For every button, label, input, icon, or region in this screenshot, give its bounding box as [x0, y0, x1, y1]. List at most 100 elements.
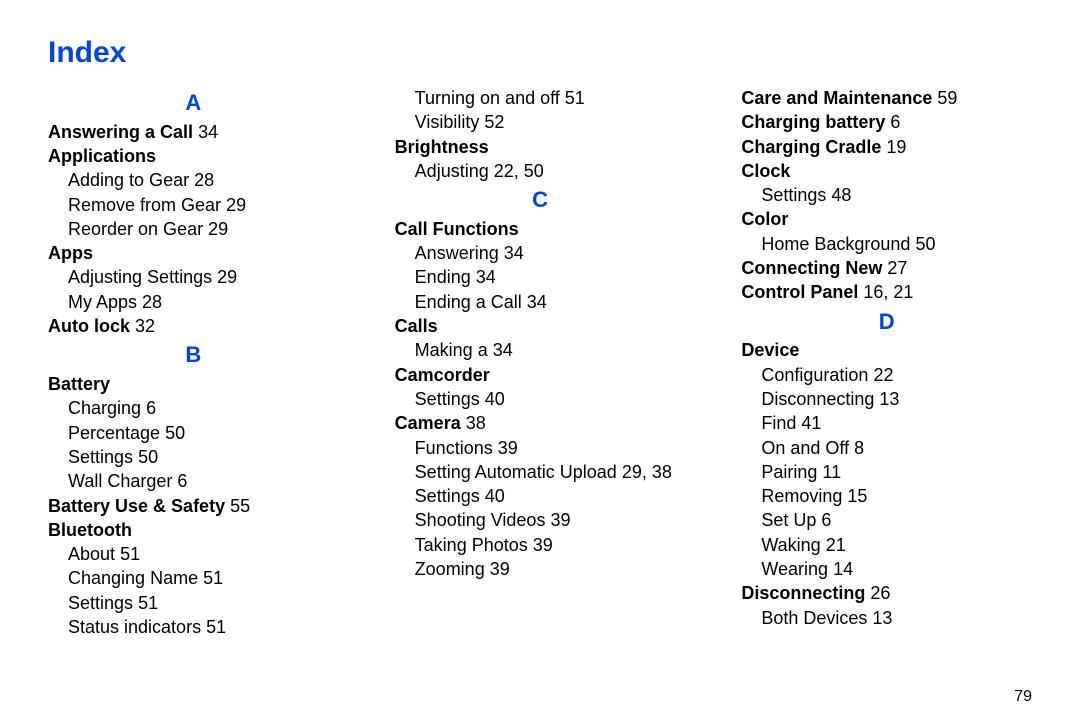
entry-battery-use-safety: Battery Use & Safety 55	[48, 494, 339, 518]
section-letter-b: B	[48, 340, 339, 370]
subentry-page: 28	[194, 170, 214, 190]
subentry-label: Both Devices	[761, 608, 867, 628]
entry-page: 19	[886, 137, 906, 157]
subentry-bluetooth-about: About 51	[48, 542, 339, 566]
subentry-applications-reorder: Reorder on Gear 29	[48, 217, 339, 241]
entry-page: 38	[466, 413, 486, 433]
subentry-page: 6	[177, 471, 187, 491]
subentry-camera-photos: Taking Photos 39	[395, 533, 686, 557]
subentry-label: Percentage	[68, 423, 160, 443]
subentry-callfunc-answering: Answering 34	[395, 241, 686, 265]
subentry-battery-settings: Settings 50	[48, 445, 339, 469]
subentry-label: Charging	[68, 398, 141, 418]
entry-page: 6	[890, 112, 900, 132]
subentry-label: Adding to Gear	[68, 170, 189, 190]
subentry-page: 8	[854, 438, 864, 458]
subentry-label: Settings	[415, 486, 480, 506]
subentry-page: 6	[146, 398, 156, 418]
subentry-label: Reorder on Gear	[68, 219, 203, 239]
subentry-label: Settings	[68, 447, 133, 467]
entry-page: 59	[937, 88, 957, 108]
subentry-device-setup: Set Up 6	[741, 508, 1032, 532]
subentry-applications-adding: Adding to Gear 28	[48, 168, 339, 192]
subentry-page: 50	[138, 447, 158, 467]
subentry-label: Shooting Videos	[415, 510, 546, 530]
subentry-page: 14	[833, 559, 853, 579]
subentry-page: 29	[226, 195, 246, 215]
subentry-label: Waking	[761, 535, 820, 555]
entry-page: 55	[230, 496, 250, 516]
subentry-label: Functions	[415, 438, 493, 458]
subentry-label: Ending a Call	[415, 292, 522, 312]
subentry-disconnecting-both: Both Devices 13	[741, 606, 1032, 630]
entry-applications: Applications	[48, 144, 339, 168]
subentry-page: 51	[138, 593, 158, 613]
subentry-page: 39	[533, 535, 553, 555]
subentry-page: 51	[203, 568, 223, 588]
subentry-page: 34	[504, 243, 524, 263]
subentry-callfunc-ending: Ending 34	[395, 265, 686, 289]
entry-care-maintenance: Care and Maintenance 59	[741, 86, 1032, 110]
subentry-label: Changing Name	[68, 568, 198, 588]
subentry-camera-videos: Shooting Videos 39	[395, 508, 686, 532]
subentry-label: Adjusting	[415, 161, 489, 181]
subentry-page: 6	[821, 510, 831, 530]
entry-calls: Calls	[395, 314, 686, 338]
subentry-device-configuration: Configuration 22	[741, 363, 1032, 387]
subentry-apps-adjusting: Adjusting Settings 29	[48, 265, 339, 289]
subentry-battery-charging: Charging 6	[48, 396, 339, 420]
subentry-label: Adjusting Settings	[68, 267, 212, 287]
subentry-label: Taking Photos	[415, 535, 528, 555]
entry-head: Connecting New	[741, 258, 882, 278]
subentry-applications-remove: Remove from Gear 29	[48, 193, 339, 217]
entry-head: Auto lock	[48, 316, 130, 336]
entry-page: 32	[135, 316, 155, 336]
subentry-page: 34	[476, 267, 496, 287]
subentry-bluetooth-settings: Settings 51	[48, 591, 339, 615]
subentry-camera-upload: Setting Automatic Upload 29, 38	[395, 460, 686, 484]
entry-head: Control Panel	[741, 282, 858, 302]
entry-apps: Apps	[48, 241, 339, 265]
subentry-page: 28	[142, 292, 162, 312]
subentry-page: 51	[565, 88, 585, 108]
subentry-page: 34	[493, 340, 513, 360]
entry-page: 16, 21	[863, 282, 913, 302]
subentry-label: Settings	[761, 185, 826, 205]
entry-auto-lock: Auto lock 32	[48, 314, 339, 338]
subentry-label: Wearing	[761, 559, 828, 579]
entry-head: Answering a Call	[48, 122, 193, 142]
subentry-camcorder-settings: Settings 40	[395, 387, 686, 411]
subentry-label: Visibility	[415, 112, 480, 132]
entry-battery: Battery	[48, 372, 339, 396]
subentry-label: Turning on and off	[415, 88, 560, 108]
entry-head: Charging Cradle	[741, 137, 881, 157]
subentry-label: Pairing	[761, 462, 817, 482]
subentry-label: My Apps	[68, 292, 137, 312]
subentry-page: 39	[498, 438, 518, 458]
subentry-label: Settings	[68, 593, 133, 613]
section-letter-a: A	[48, 88, 339, 118]
index-columns: A Answering a Call 34 Applications Addin…	[48, 86, 1032, 639]
subentry-camera-functions: Functions 39	[395, 436, 686, 460]
subentry-page: 40	[485, 389, 505, 409]
subentry-brightness-adjusting: Adjusting 22, 50	[395, 159, 686, 183]
subentry-clock-settings: Settings 48	[741, 183, 1032, 207]
entry-head: Care and Maintenance	[741, 88, 932, 108]
subentry-label: Remove from Gear	[68, 195, 221, 215]
subentry-label: Home Background	[761, 234, 910, 254]
subentry-label: On and Off	[761, 438, 849, 458]
subentry-page: 22	[873, 365, 893, 385]
subentry-page: 51	[206, 617, 226, 637]
entry-bluetooth: Bluetooth	[48, 518, 339, 542]
subentry-page: 52	[484, 112, 504, 132]
subentry-page: 21	[826, 535, 846, 555]
column-2: Turning on and off 51 Visibility 52 Brig…	[395, 86, 686, 639]
subentry-page: 29	[208, 219, 228, 239]
subentry-page: 41	[801, 413, 821, 433]
page-number: 79	[1014, 688, 1032, 706]
subentry-page: 13	[879, 389, 899, 409]
entry-control-panel: Control Panel 16, 21	[741, 280, 1032, 304]
subentry-bluetooth-turning: Turning on and off 51	[395, 86, 686, 110]
entry-head: Charging battery	[741, 112, 885, 132]
subentry-color-home-bg: Home Background 50	[741, 232, 1032, 256]
